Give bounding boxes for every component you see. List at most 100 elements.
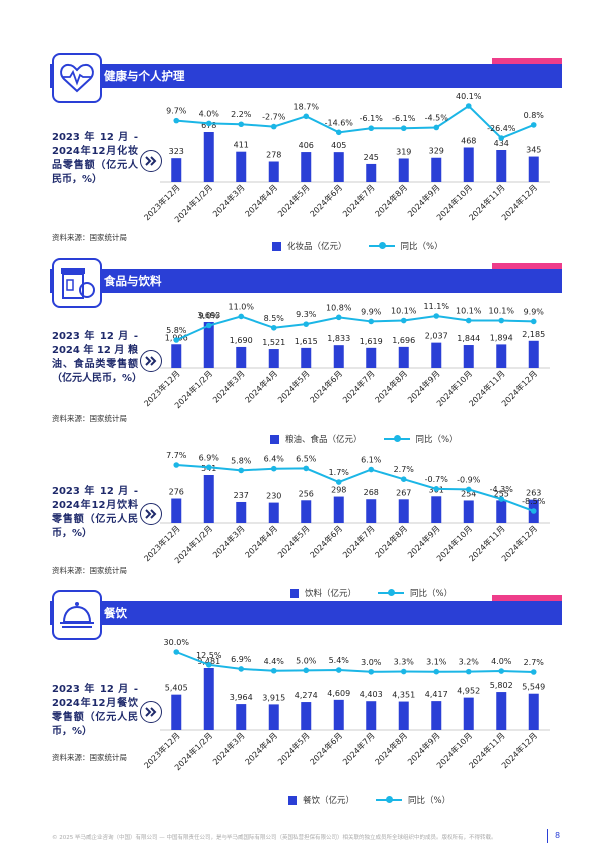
bar <box>301 347 312 368</box>
section-header-catering: 餐饮 <box>50 595 562 625</box>
x-tick-label: 2024年7月 <box>340 182 376 218</box>
yoy-value-label: 0.8% <box>524 111 545 120</box>
x-tick-label: 2024年3月 <box>210 730 246 766</box>
chart-description: 2023 年 12 月 - 2024年12月粮油、食品类零售额（亿元人民币，%） <box>52 331 143 384</box>
bar <box>431 157 442 182</box>
legend: 化妆品（亿元） 同比（%） <box>272 240 443 252</box>
yoy-value-label: 9.9% <box>524 307 545 316</box>
bar <box>463 697 474 730</box>
yoy-point <box>433 668 440 675</box>
bar-value-label: 434 <box>494 139 509 148</box>
bar <box>366 499 377 523</box>
yoy-point <box>530 122 537 128</box>
bar-value-label: 411 <box>234 141 249 150</box>
bar <box>171 158 182 182</box>
yoy-value-label: 2.7% <box>394 465 415 474</box>
forward-arrow-icon[interactable] <box>140 350 162 372</box>
yoy-value-label: 6.1% <box>361 456 382 465</box>
yoy-point <box>368 466 375 473</box>
yoy-value-label: 2.7% <box>524 658 545 667</box>
bar <box>301 500 312 523</box>
x-tick-label: 2024年3月 <box>210 182 246 218</box>
bar <box>528 340 539 368</box>
yoy-point <box>270 667 277 674</box>
bar-value-label: 1,833 <box>327 334 350 343</box>
yoy-point <box>498 496 505 502</box>
yoy-value-label: 6.9% <box>231 655 252 664</box>
x-tick-label: 2024年6月 <box>308 730 344 766</box>
yoy-point <box>400 476 407 482</box>
bar <box>203 322 214 368</box>
yoy-point <box>303 321 310 327</box>
bar-value-label: 268 <box>364 488 379 497</box>
yoy-value-label: 18.7% <box>294 102 320 111</box>
bar-value-label: 329 <box>429 147 444 156</box>
legend: 饮料（亿元） 同比（%） <box>290 587 452 599</box>
yoy-value-label: 9.9% <box>361 307 382 316</box>
bar <box>496 149 507 182</box>
forward-arrow-icon[interactable] <box>140 503 162 525</box>
accent-strip <box>492 58 562 64</box>
grocery-icon <box>52 258 102 308</box>
bar-value-label: 1,521 <box>262 338 285 347</box>
yoy-value-label: 4.0% <box>199 109 220 118</box>
bar <box>236 346 247 368</box>
bar-value-label: 3,964 <box>230 693 253 702</box>
legend: 粮油、食品（亿元） 同比（%） <box>270 433 458 445</box>
source-note: 资料来源：国家统计局 <box>52 753 127 762</box>
bar <box>301 702 312 730</box>
yoy-point <box>303 667 310 674</box>
yoy-value-label: 9.3% <box>296 310 317 319</box>
yoy-point <box>433 486 440 492</box>
source-note: 资料来源：国家统计局 <box>52 233 127 242</box>
yoy-value-label: 9.7% <box>166 107 187 116</box>
bar <box>268 349 279 368</box>
yoy-point <box>205 120 212 127</box>
bar <box>236 151 247 182</box>
x-tick-label: 2024年7月 <box>340 368 376 404</box>
yoy-point <box>433 124 440 131</box>
bar <box>398 346 409 368</box>
yoy-point <box>173 462 180 468</box>
bar-value-label: 319 <box>396 147 411 156</box>
legend-line-label: 同比（%） <box>415 435 458 445</box>
bar-value-label: 345 <box>526 146 541 155</box>
yoy-point <box>205 464 212 471</box>
yoy-line <box>176 104 535 140</box>
bar <box>366 701 377 730</box>
bar <box>431 342 442 368</box>
bar <box>203 132 214 182</box>
yoy-value-label: -4.5% <box>425 113 449 122</box>
bar-value-label: 406 <box>299 141 314 150</box>
chart-description: 2023 年 12 月 - 2024年12月餐饮零售额（亿元人民币，%） <box>52 684 138 737</box>
bar-value-label: 1,894 <box>490 333 513 342</box>
yoy-value-label: -8.5% <box>522 497 546 506</box>
legend-line-label: 同比（%） <box>408 796 451 806</box>
bar-value-label: 267 <box>396 488 411 497</box>
yoy-point <box>270 465 277 472</box>
bar <box>171 344 182 368</box>
yoy-value-label: 3.2% <box>459 658 480 667</box>
bar <box>463 345 474 368</box>
yoy-value-label: 4.4% <box>264 657 285 666</box>
x-tick-label: 2024年8月 <box>373 730 409 766</box>
section-title: 健康与个人护理 <box>104 69 185 83</box>
yoy-value-label: 5.8% <box>231 456 252 465</box>
yoy-point <box>433 313 440 319</box>
x-tick-label: 2024年6月 <box>308 523 344 559</box>
x-tick-label: 2024年5月 <box>275 368 311 404</box>
yoy-point <box>530 669 537 675</box>
forward-arrow-icon[interactable] <box>140 150 162 172</box>
yoy-line <box>176 464 535 512</box>
yoy-point <box>335 667 342 673</box>
catering-chart: 5,4052023年12月9,4812024年1/2月3,9642024年3月3… <box>142 638 550 772</box>
forward-arrow-icon[interactable] <box>140 701 162 723</box>
bar <box>268 161 279 182</box>
bar <box>398 701 409 730</box>
bar-value-label: 298 <box>331 486 346 495</box>
bar-value-label: 1,615 <box>295 337 318 346</box>
bar-value-label: 3,915 <box>262 693 285 702</box>
bar <box>268 704 279 730</box>
yoy-point <box>530 508 537 514</box>
bar-value-label: 2,185 <box>522 330 545 339</box>
